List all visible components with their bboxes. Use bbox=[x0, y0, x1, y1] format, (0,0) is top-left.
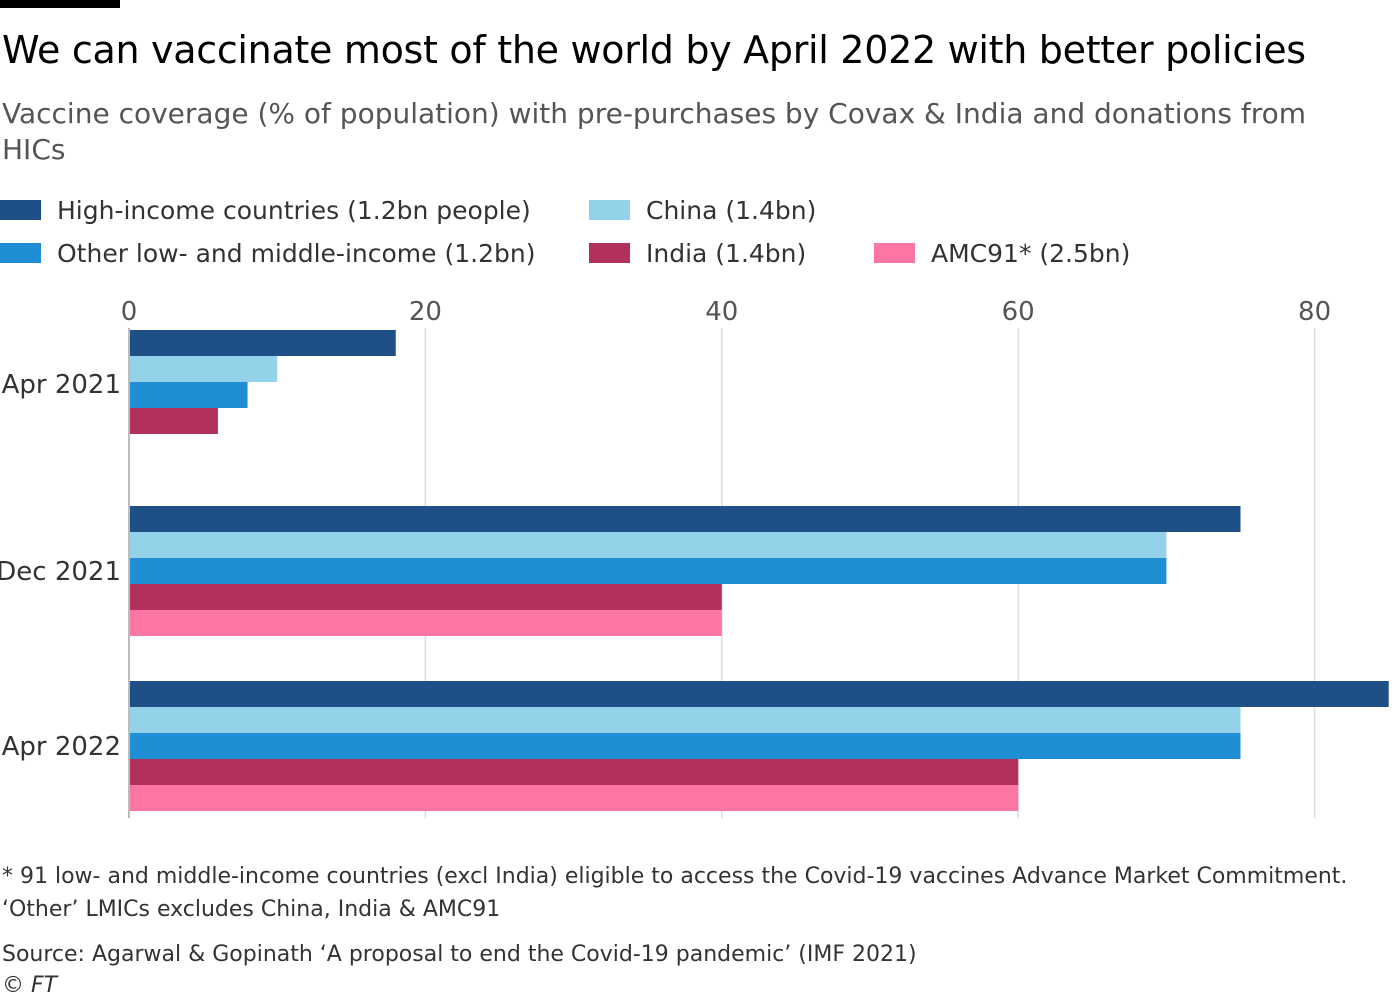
bar-dec-2021-series-1 bbox=[130, 532, 1167, 558]
bar-dec-2021-series-4 bbox=[130, 610, 722, 636]
legend-label: High-income countries (1.2bn people) bbox=[57, 195, 531, 225]
legend-item-china: China (1.4bn) bbox=[589, 194, 816, 226]
bar-apr-2022-series-4 bbox=[130, 785, 1019, 811]
category-label: Apr 2022 bbox=[2, 732, 121, 762]
legend-swatch bbox=[874, 243, 915, 263]
chart-subtitle: Vaccine coverage (% of population) with … bbox=[2, 97, 1307, 166]
legend-label: Other low- and middle-income (1.2bn) bbox=[57, 238, 536, 268]
bar-apr-2022-series-3 bbox=[130, 759, 1019, 785]
bar-apr-2021-series-2 bbox=[130, 382, 248, 408]
bar-apr-2021-series-3 bbox=[130, 408, 218, 434]
bar-chart: 0 20 40 60 80 Apr 2021 Dec 2021 Apr 2022 bbox=[0, 297, 1389, 818]
legend-item-high-income: High-income countries (1.2bn people) bbox=[0, 194, 531, 226]
top-accent-bar bbox=[0, 0, 120, 8]
x-tick-label: 40 bbox=[705, 297, 738, 327]
legend-swatch bbox=[589, 200, 630, 220]
source-note: Source: Agarwal & Gopinath ‘A proposal t… bbox=[2, 942, 917, 967]
x-tick-label: 80 bbox=[1298, 297, 1331, 327]
bar-apr-2022-series-2 bbox=[130, 733, 1241, 759]
footnote-line-1: * 91 low- and middle-income countries (e… bbox=[2, 864, 1348, 889]
bar-apr-2022-series-0 bbox=[130, 681, 1389, 707]
legend-swatch bbox=[0, 200, 41, 220]
category-label: Dec 2021 bbox=[0, 557, 121, 587]
legend-label: India (1.4bn) bbox=[646, 238, 807, 268]
legend-swatch bbox=[589, 243, 630, 263]
x-tick-label: 20 bbox=[409, 297, 442, 327]
chart-title: We can vaccinate most of the world by Ap… bbox=[2, 28, 1306, 72]
copyright-note: © FT bbox=[2, 973, 58, 998]
bar-apr-2022-series-1 bbox=[130, 707, 1241, 733]
footnote-line-2: ‘Other’ LMICs excludes China, India & AM… bbox=[2, 897, 501, 922]
legend-label: China (1.4bn) bbox=[646, 195, 817, 225]
legend-item-other-lmic: Other low- and middle-income (1.2bn) bbox=[0, 237, 535, 269]
category-label: Apr 2021 bbox=[2, 370, 121, 400]
x-tick-label: 0 bbox=[121, 297, 138, 327]
bar-dec-2021-series-3 bbox=[130, 584, 722, 610]
bar-apr-2021-series-0 bbox=[130, 330, 396, 356]
bar-dec-2021-series-0 bbox=[130, 506, 1241, 532]
legend-swatch bbox=[0, 243, 41, 263]
legend-item-india: India (1.4bn) bbox=[589, 237, 806, 269]
legend-item-amc91: AMC91* (2.5bn) bbox=[874, 237, 1130, 269]
legend-label: AMC91* (2.5bn) bbox=[931, 238, 1131, 268]
x-tick-label: 60 bbox=[1002, 297, 1035, 327]
bar-apr-2021-series-1 bbox=[130, 356, 278, 382]
bar-dec-2021-series-2 bbox=[130, 558, 1167, 584]
